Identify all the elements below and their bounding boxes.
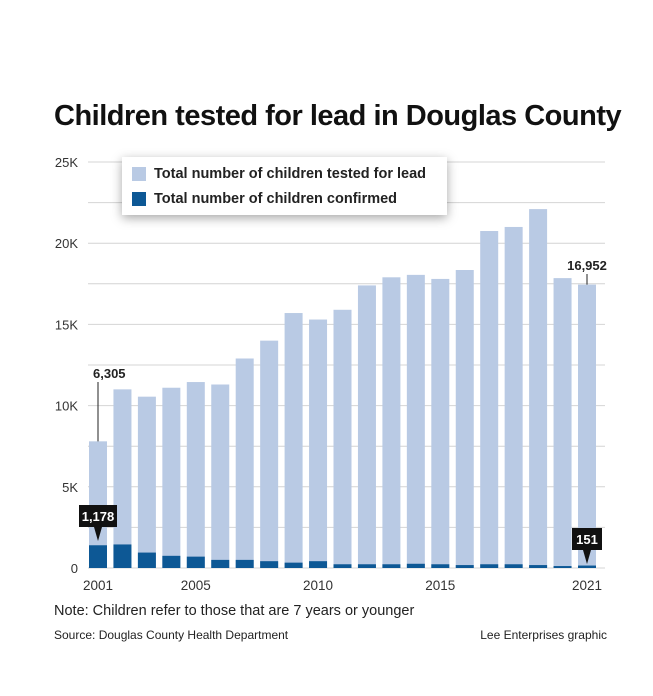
- y-tick-label: 10K: [55, 399, 78, 414]
- bar-tested: [137, 396, 156, 568]
- bar-confirmed: [260, 561, 279, 568]
- x-tick-label: 2010: [303, 578, 333, 593]
- bar-confirmed: [211, 559, 230, 568]
- bar-confirmed: [553, 566, 572, 568]
- x-tick-label: 2015: [425, 578, 455, 593]
- chart-title: Children tested for lead in Douglas Coun…: [54, 100, 622, 132]
- credit: Lee Enterprises graphic: [480, 628, 607, 642]
- y-tick-label: 25K: [55, 155, 78, 170]
- callout-pointer: [583, 550, 591, 564]
- x-tick-label: 2005: [181, 578, 211, 593]
- bar-tested: [382, 277, 401, 568]
- x-tick-label: 2001: [83, 578, 113, 593]
- bar-tested: [357, 285, 376, 568]
- annotation-label: 16,952: [567, 258, 607, 273]
- legend-item-confirmed: Total number of children confirmed: [132, 191, 397, 207]
- bar-tested: [504, 226, 523, 568]
- y-tick-label: 0: [71, 561, 78, 576]
- callout-box: [79, 505, 117, 527]
- bar-tested: [578, 284, 596, 568]
- bar-tested: [333, 309, 352, 568]
- source: Source: Douglas County Health Department: [54, 628, 289, 642]
- bar-confirmed: [578, 565, 596, 568]
- callout-pointer: [94, 527, 102, 541]
- legend-label-tested: Total number of children tested for lead: [154, 166, 427, 182]
- callout-label: 151: [576, 532, 598, 547]
- legend-item-tested: Total number of children tested for lead: [132, 166, 426, 182]
- bar-tested: [309, 319, 328, 568]
- bar-confirmed: [309, 561, 328, 568]
- bar-tested: [211, 384, 230, 568]
- bar-confirmed: [357, 564, 376, 568]
- bar-confirmed: [235, 559, 254, 568]
- y-tick-label: 20K: [55, 236, 78, 251]
- bar-tested: [113, 389, 132, 568]
- bar-tested: [235, 358, 254, 568]
- bar-confirmed: [431, 564, 450, 568]
- bar-confirmed: [333, 564, 352, 568]
- bar-tested: [480, 231, 499, 568]
- legend-label-confirmed: Total number of children confirmed: [154, 191, 398, 207]
- bar-tested: [162, 387, 181, 568]
- bar-confirmed: [504, 564, 523, 568]
- y-tick-label: 5K: [62, 480, 78, 495]
- legend: Total number of children tested for lead…: [122, 157, 447, 215]
- bar-confirmed: [406, 563, 425, 568]
- bar-confirmed: [186, 556, 205, 568]
- bar-tested: [553, 278, 572, 568]
- bar-tested: [284, 313, 303, 568]
- x-tick-label: 2021: [572, 578, 602, 593]
- bar-confirmed: [162, 555, 181, 568]
- bar-confirmed: [284, 562, 303, 568]
- note: Note: Children refer to those that are 7…: [54, 603, 415, 619]
- bar-tested: [89, 441, 107, 568]
- bar-confirmed: [89, 545, 107, 568]
- bar-confirmed: [480, 564, 499, 568]
- y-tick-label: 15K: [55, 317, 78, 332]
- bar-confirmed: [455, 565, 474, 568]
- legend-swatch-tested: [132, 167, 146, 181]
- callout-box: [572, 528, 602, 550]
- legend-swatch-confirmed: [132, 192, 146, 206]
- bar-tested: [431, 278, 450, 568]
- bar-tested: [186, 382, 205, 568]
- bar-confirmed: [529, 565, 548, 568]
- bar-tested: [406, 274, 425, 568]
- bar-confirmed: [113, 544, 132, 568]
- annotation-label: 6,305: [93, 366, 126, 381]
- bar-tested: [260, 340, 279, 568]
- bar-confirmed: [137, 552, 156, 568]
- bar-tested: [455, 269, 474, 568]
- bar-tested: [529, 209, 548, 568]
- callout-label: 1,178: [82, 509, 115, 524]
- bar-confirmed: [382, 564, 401, 568]
